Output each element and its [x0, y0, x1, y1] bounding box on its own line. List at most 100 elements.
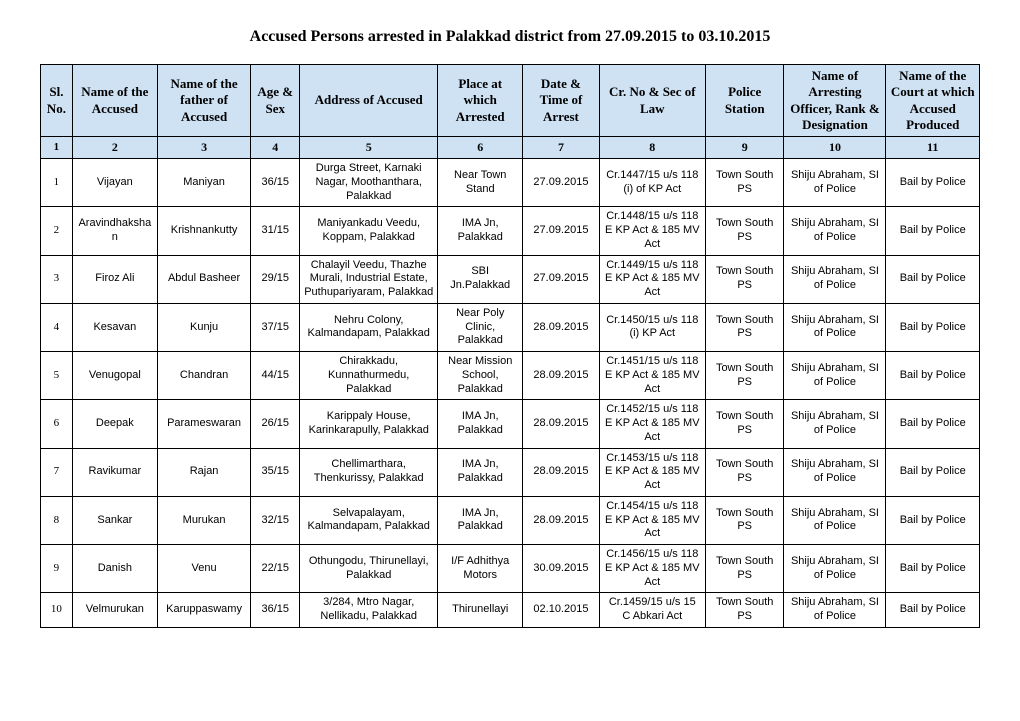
cell-crno: Cr.1447/15 u/s 118 (i) of KP Act: [599, 159, 705, 207]
cell-name: Aravindhakshan: [72, 207, 157, 255]
table-row: 9DanishVenu22/15Othungodu, Thirunellayi,…: [41, 545, 980, 593]
cell-crno: Cr.1450/15 u/s 118 (i) KP Act: [599, 303, 705, 351]
col-num: 5: [300, 137, 438, 159]
cell-father: Venu: [157, 545, 250, 593]
cell-court: Bail by Police: [886, 207, 980, 255]
col-num: 11: [886, 137, 980, 159]
cell-date: 28.09.2015: [523, 400, 599, 448]
cell-place: IMA Jn, Palakkad: [438, 400, 523, 448]
cell-court: Bail by Police: [886, 352, 980, 400]
cell-crno: Cr.1449/15 u/s 118 E KP Act & 185 MV Act: [599, 255, 705, 303]
table-row: 2AravindhakshanKrishnankutty31/15Maniyan…: [41, 207, 980, 255]
cell-officer: Shiju Abraham, SI of Police: [784, 352, 886, 400]
col-header: Cr. No & Sec of Law: [599, 65, 705, 137]
col-num: 8: [599, 137, 705, 159]
column-number-row: 1 2 3 4 5 6 7 8 9 10 11: [41, 137, 980, 159]
table-row: 8SankarMurukan32/15Selvapalayam, Kalmand…: [41, 496, 980, 544]
cell-place: IMA Jn, Palakkad: [438, 448, 523, 496]
table-row: 10VelmurukanKaruppaswamy36/153/284, Mtro…: [41, 593, 980, 628]
col-num: 1: [41, 137, 73, 159]
cell-address: Chirakkadu, Kunnathurmedu, Palakkad: [300, 352, 438, 400]
page-title: Accused Persons arrested in Palakkad dis…: [40, 28, 980, 46]
cell-sl: 9: [41, 545, 73, 593]
cell-address: Durga Street, Karnaki Nagar, Moothanthar…: [300, 159, 438, 207]
cell-age: 36/15: [251, 593, 300, 628]
cell-place: Near Poly Clinic, Palakkad: [438, 303, 523, 351]
cell-name: Firoz Ali: [72, 255, 157, 303]
cell-name: Venugopal: [72, 352, 157, 400]
cell-ps: Town South PS: [705, 255, 784, 303]
col-header: Address of Accused: [300, 65, 438, 137]
table-row: 7RavikumarRajan35/15Chellimarthara, Then…: [41, 448, 980, 496]
cell-address: Chellimarthara, Thenkurissy, Palakkad: [300, 448, 438, 496]
cell-age: 32/15: [251, 496, 300, 544]
cell-officer: Shiju Abraham, SI of Police: [784, 400, 886, 448]
cell-place: I/F Adhithya Motors: [438, 545, 523, 593]
cell-sl: 10: [41, 593, 73, 628]
col-header: Name of Arresting Officer, Rank & Design…: [784, 65, 886, 137]
cell-court: Bail by Police: [886, 159, 980, 207]
col-header: Place at which Arrested: [438, 65, 523, 137]
col-header: Date & Time of Arrest: [523, 65, 599, 137]
cell-officer: Shiju Abraham, SI of Police: [784, 303, 886, 351]
col-num: 7: [523, 137, 599, 159]
col-header: Name of the Court at which Accused Produ…: [886, 65, 980, 137]
table-row: 5VenugopalChandran44/15Chirakkadu, Kunna…: [41, 352, 980, 400]
cell-sl: 5: [41, 352, 73, 400]
col-header: Name of the Accused: [72, 65, 157, 137]
header-row: Sl. No. Name of the Accused Name of the …: [41, 65, 980, 137]
cell-sl: 2: [41, 207, 73, 255]
col-header: Police Station: [705, 65, 784, 137]
cell-ps: Town South PS: [705, 400, 784, 448]
cell-crno: Cr.1452/15 u/s 118 E KP Act & 185 MV Act: [599, 400, 705, 448]
cell-officer: Shiju Abraham, SI of Police: [784, 545, 886, 593]
cell-date: 02.10.2015: [523, 593, 599, 628]
cell-court: Bail by Police: [886, 400, 980, 448]
cell-court: Bail by Police: [886, 496, 980, 544]
cell-age: 37/15: [251, 303, 300, 351]
cell-ps: Town South PS: [705, 496, 784, 544]
cell-sl: 8: [41, 496, 73, 544]
cell-age: 31/15: [251, 207, 300, 255]
cell-father: Kunju: [157, 303, 250, 351]
cell-officer: Shiju Abraham, SI of Police: [784, 255, 886, 303]
col-header: Sl. No.: [41, 65, 73, 137]
col-num: 2: [72, 137, 157, 159]
cell-court: Bail by Police: [886, 255, 980, 303]
cell-date: 27.09.2015: [523, 159, 599, 207]
cell-place: IMA Jn, Palakkad: [438, 207, 523, 255]
cell-place: Near Town Stand: [438, 159, 523, 207]
cell-court: Bail by Police: [886, 593, 980, 628]
cell-place: Thirunellayi: [438, 593, 523, 628]
cell-officer: Shiju Abraham, SI of Police: [784, 496, 886, 544]
cell-sl: 4: [41, 303, 73, 351]
cell-ps: Town South PS: [705, 545, 784, 593]
cell-place: SBI Jn.Palakkad: [438, 255, 523, 303]
cell-age: 22/15: [251, 545, 300, 593]
cell-date: 27.09.2015: [523, 207, 599, 255]
cell-crno: Cr.1448/15 u/s 118 E KP Act & 185 MV Act: [599, 207, 705, 255]
cell-father: Krishnankutty: [157, 207, 250, 255]
cell-age: 35/15: [251, 448, 300, 496]
cell-ps: Town South PS: [705, 448, 784, 496]
cell-age: 26/15: [251, 400, 300, 448]
cell-ps: Town South PS: [705, 159, 784, 207]
cell-name: Sankar: [72, 496, 157, 544]
cell-date: 27.09.2015: [523, 255, 599, 303]
cell-name: Deepak: [72, 400, 157, 448]
col-num: 3: [157, 137, 250, 159]
cell-date: 28.09.2015: [523, 496, 599, 544]
cell-court: Bail by Police: [886, 448, 980, 496]
cell-address: Maniyankadu Veedu, Koppam, Palakkad: [300, 207, 438, 255]
cell-court: Bail by Police: [886, 303, 980, 351]
cell-address: Karippaly House, Karinkarapully, Palakka…: [300, 400, 438, 448]
cell-name: Kesavan: [72, 303, 157, 351]
col-num: 10: [784, 137, 886, 159]
cell-ps: Town South PS: [705, 303, 784, 351]
cell-officer: Shiju Abraham, SI of Police: [784, 593, 886, 628]
cell-court: Bail by Police: [886, 545, 980, 593]
cell-crno: Cr.1459/15 u/s 15 C Abkari Act: [599, 593, 705, 628]
cell-crno: Cr.1456/15 u/s 118 E KP Act & 185 MV Act: [599, 545, 705, 593]
cell-date: 30.09.2015: [523, 545, 599, 593]
cell-father: Karuppaswamy: [157, 593, 250, 628]
